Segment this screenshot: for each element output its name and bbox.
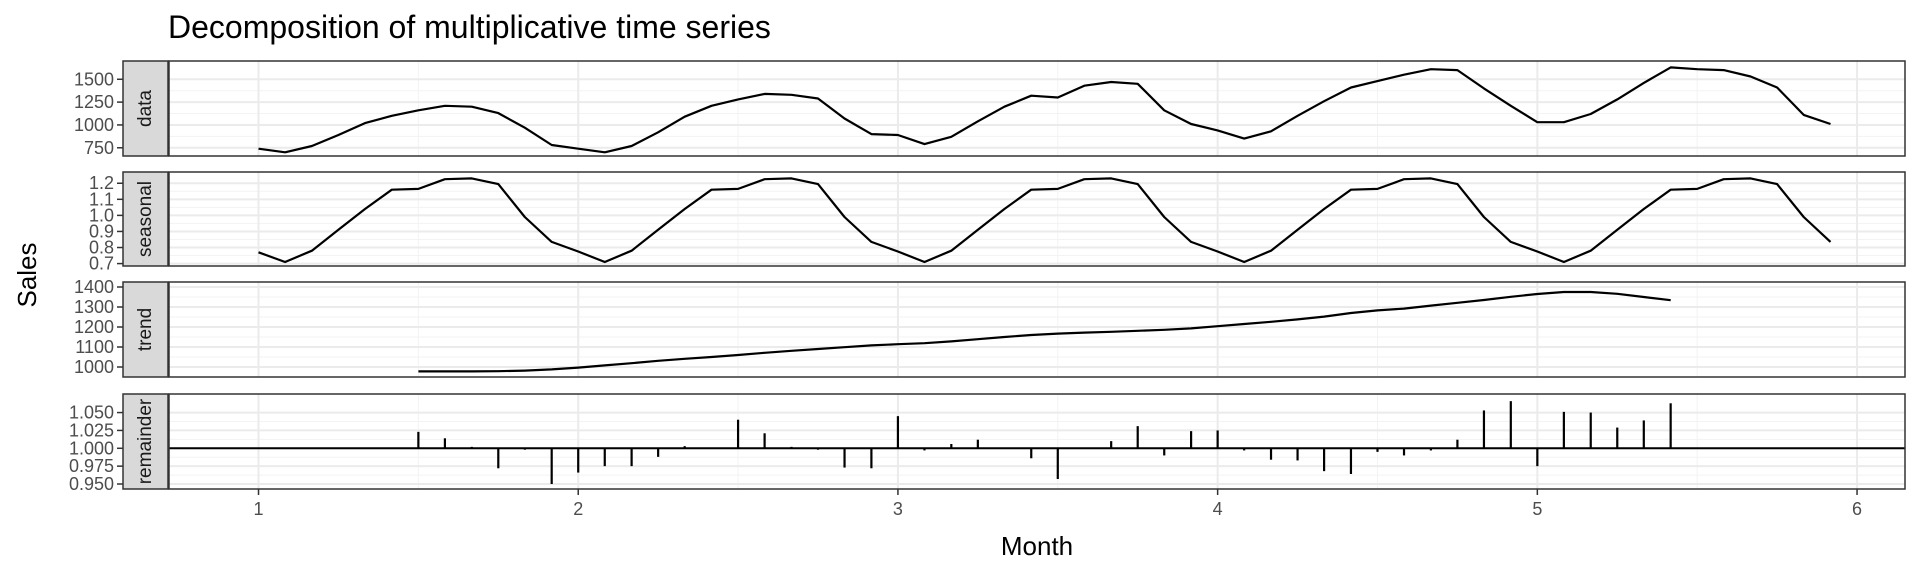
strip-remainder: [122, 393, 169, 490]
data-series-line: [258, 66, 1831, 154]
facet-panels: data750100012501500seasonal0.70.80.91.01…: [69, 60, 1906, 494]
y-tick-label: 1200: [74, 317, 114, 337]
x-axis-title: Month: [1001, 531, 1073, 561]
y-tick-label: 0.9: [89, 221, 114, 241]
y-tick-label: 1000: [74, 357, 114, 377]
y-tick-label: 1.2: [89, 173, 114, 193]
y-tick-label: 1.0: [89, 205, 114, 225]
strip-label: remainder: [135, 398, 156, 484]
panel-background: [169, 61, 1905, 156]
x-tick-label: 3: [893, 499, 903, 519]
y-tick-label: 1000: [74, 115, 114, 135]
y-tick-label: 1.000: [69, 438, 114, 458]
y-tick-label: 0.8: [89, 238, 114, 258]
strip-label: trend: [135, 308, 156, 351]
y-tick-label: 0.975: [69, 456, 114, 476]
x-tick-label: 4: [1213, 499, 1223, 519]
y-tick-label: 1300: [74, 297, 114, 317]
x-tick-label: 2: [573, 499, 583, 519]
panel-background: [169, 172, 1905, 266]
y-tick-label: 1250: [74, 92, 114, 112]
strip-seasonal: [122, 171, 169, 267]
panel-border: [168, 171, 1906, 267]
x-tick-label: 5: [1532, 499, 1542, 519]
panel-data: data 750 1000 1250 1500: [74, 60, 1906, 158]
strip-label: seasonal: [135, 181, 156, 257]
x-tick-label: 1: [254, 499, 264, 519]
panel-seasonal: seasonal 0.70.80.91.01.11.2: [89, 171, 1906, 274]
seasonal-series-line: [258, 177, 1832, 264]
y-tick-label: 1.1: [89, 189, 114, 209]
panel-border: [168, 60, 1906, 157]
y-tick-label: 750: [84, 138, 114, 158]
trend-series-line: [418, 290, 1671, 373]
x-tick-label: 6: [1852, 499, 1862, 519]
strip-label: data: [135, 90, 156, 127]
strip-trend: [122, 281, 169, 378]
y-tick-label: 0.7: [89, 254, 114, 274]
panel-border: [168, 393, 1906, 490]
y-axis-title: Sales: [12, 242, 42, 307]
y-tick-label: 1.050: [69, 403, 114, 423]
panel-border: [168, 281, 1906, 378]
y-tick-label: 1500: [74, 69, 114, 89]
chart-title: Decomposition of multiplicative time ser…: [168, 9, 771, 45]
panel-background: [169, 394, 1905, 489]
y-tick-label: 1400: [74, 277, 114, 297]
y-tick-label: 1.025: [69, 420, 114, 440]
y-tick-label: 0.950: [69, 474, 114, 494]
strip-data: [122, 60, 169, 157]
y-tick-label: 1100: [75, 337, 114, 357]
panel-background: [169, 282, 1905, 377]
x-axis: 1 2 3 4 5 6: [254, 489, 1862, 519]
